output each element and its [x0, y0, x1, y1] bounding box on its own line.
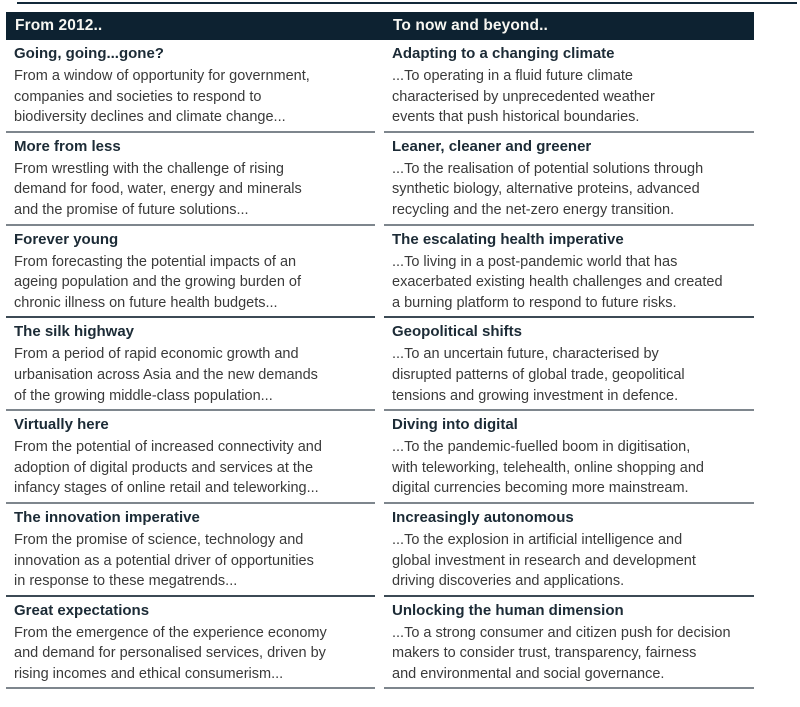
- trend-description: From a window of opportunity for governm…: [14, 68, 310, 126]
- table-row: Virtually here From the potential of inc…: [6, 409, 754, 502]
- top-rule: [17, 2, 797, 4]
- trend-title: The escalating health imperative: [392, 230, 624, 248]
- trend-description: From the emergence of the experience eco…: [14, 624, 327, 682]
- table-body: Going, going...gone? From a window of op…: [6, 40, 754, 690]
- cell-from: The silk highway From a period of rapid …: [6, 316, 375, 409]
- cell-to: Geopolitical shifts ...To an uncertain f…: [384, 316, 754, 409]
- trend-description: ...To living in a post-pandemic world th…: [392, 253, 723, 311]
- trend-title: Going, going...gone?: [14, 45, 164, 62]
- cell-from: More from less From wrestling with the c…: [6, 130, 375, 224]
- trend-description: ...To a strong consumer and citizen push…: [392, 624, 731, 682]
- trend-description: ...To an uncertain future, characterised…: [392, 346, 685, 404]
- header-from-2012: From 2012..: [15, 17, 103, 34]
- bottom-rule-right-segment: [384, 687, 754, 690]
- trend-description: ...To the explosion in artificial intell…: [392, 531, 696, 590]
- trend-title: Geopolitical shifts: [392, 323, 523, 341]
- bottom-rule-left-segment: [6, 687, 375, 690]
- trend-description: ...To operating in a fluid future climat…: [392, 68, 655, 126]
- cell-from: Virtually here From the potential of inc…: [6, 409, 375, 502]
- trend-description: From forecasting the potential impacts o…: [14, 253, 302, 311]
- table-header: From 2012.. To now and beyond..: [6, 12, 754, 40]
- cell-from: The innovation imperative From the promi…: [6, 501, 375, 595]
- bottom-rule: [6, 687, 754, 690]
- trend-title: Unlocking the human dimension: [392, 601, 624, 619]
- trend-description: ...To the pandemic-fuelled boom in digit…: [392, 439, 704, 497]
- cell-to: The escalating health imperative ...To l…: [384, 223, 754, 317]
- trend-title: Increasingly autonomous: [392, 508, 574, 526]
- trend-title: Great expectations: [14, 601, 150, 619]
- trend-description: From a period of rapid economic growth a…: [14, 346, 318, 404]
- trend-description: ...To the realisation of potential solut…: [392, 160, 704, 218]
- cell-from: Forever young From forecasting the poten…: [6, 223, 375, 317]
- trend-title: Adapting to a changing climate: [392, 45, 615, 62]
- cell-from: Going, going...gone? From a window of op…: [6, 40, 375, 131]
- trend-title: More from less: [14, 137, 121, 155]
- trend-description: From the promise of science, technology …: [14, 531, 314, 590]
- header-to-now-and-beyond: To now and beyond..: [393, 17, 548, 34]
- cell-to: Adapting to a changing climate ...To ope…: [384, 40, 754, 131]
- cell-from: Great expectations From the emergence of…: [6, 594, 375, 688]
- trend-title: Diving into digital: [392, 416, 518, 434]
- trend-description: From the potential of increased connecti…: [14, 439, 322, 497]
- table-row: Great expectations From the emergence of…: [6, 594, 754, 688]
- trend-title: Virtually here: [14, 416, 109, 434]
- table-row: Going, going...gone? From a window of op…: [6, 40, 754, 131]
- trend-title: Leaner, cleaner and greener: [392, 137, 592, 155]
- cell-to: Diving into digital ...To the pandemic-f…: [384, 409, 754, 502]
- table-row: The innovation imperative From the promi…: [6, 501, 754, 595]
- cell-to: Unlocking the human dimension ...To a st…: [384, 594, 754, 688]
- cell-to: Increasingly autonomous ...To the explos…: [384, 501, 754, 595]
- table-row: More from less From wrestling with the c…: [6, 130, 754, 224]
- table-row: The silk highway From a period of rapid …: [6, 316, 754, 409]
- table-row: Forever young From forecasting the poten…: [6, 223, 754, 317]
- trend-title: Forever young: [14, 230, 119, 248]
- trend-description: From wrestling with the challenge of ris…: [14, 160, 302, 218]
- cell-to: Leaner, cleaner and greener ...To the re…: [384, 130, 754, 224]
- trend-title: The innovation imperative: [14, 508, 200, 526]
- trend-title: The silk highway: [14, 323, 135, 341]
